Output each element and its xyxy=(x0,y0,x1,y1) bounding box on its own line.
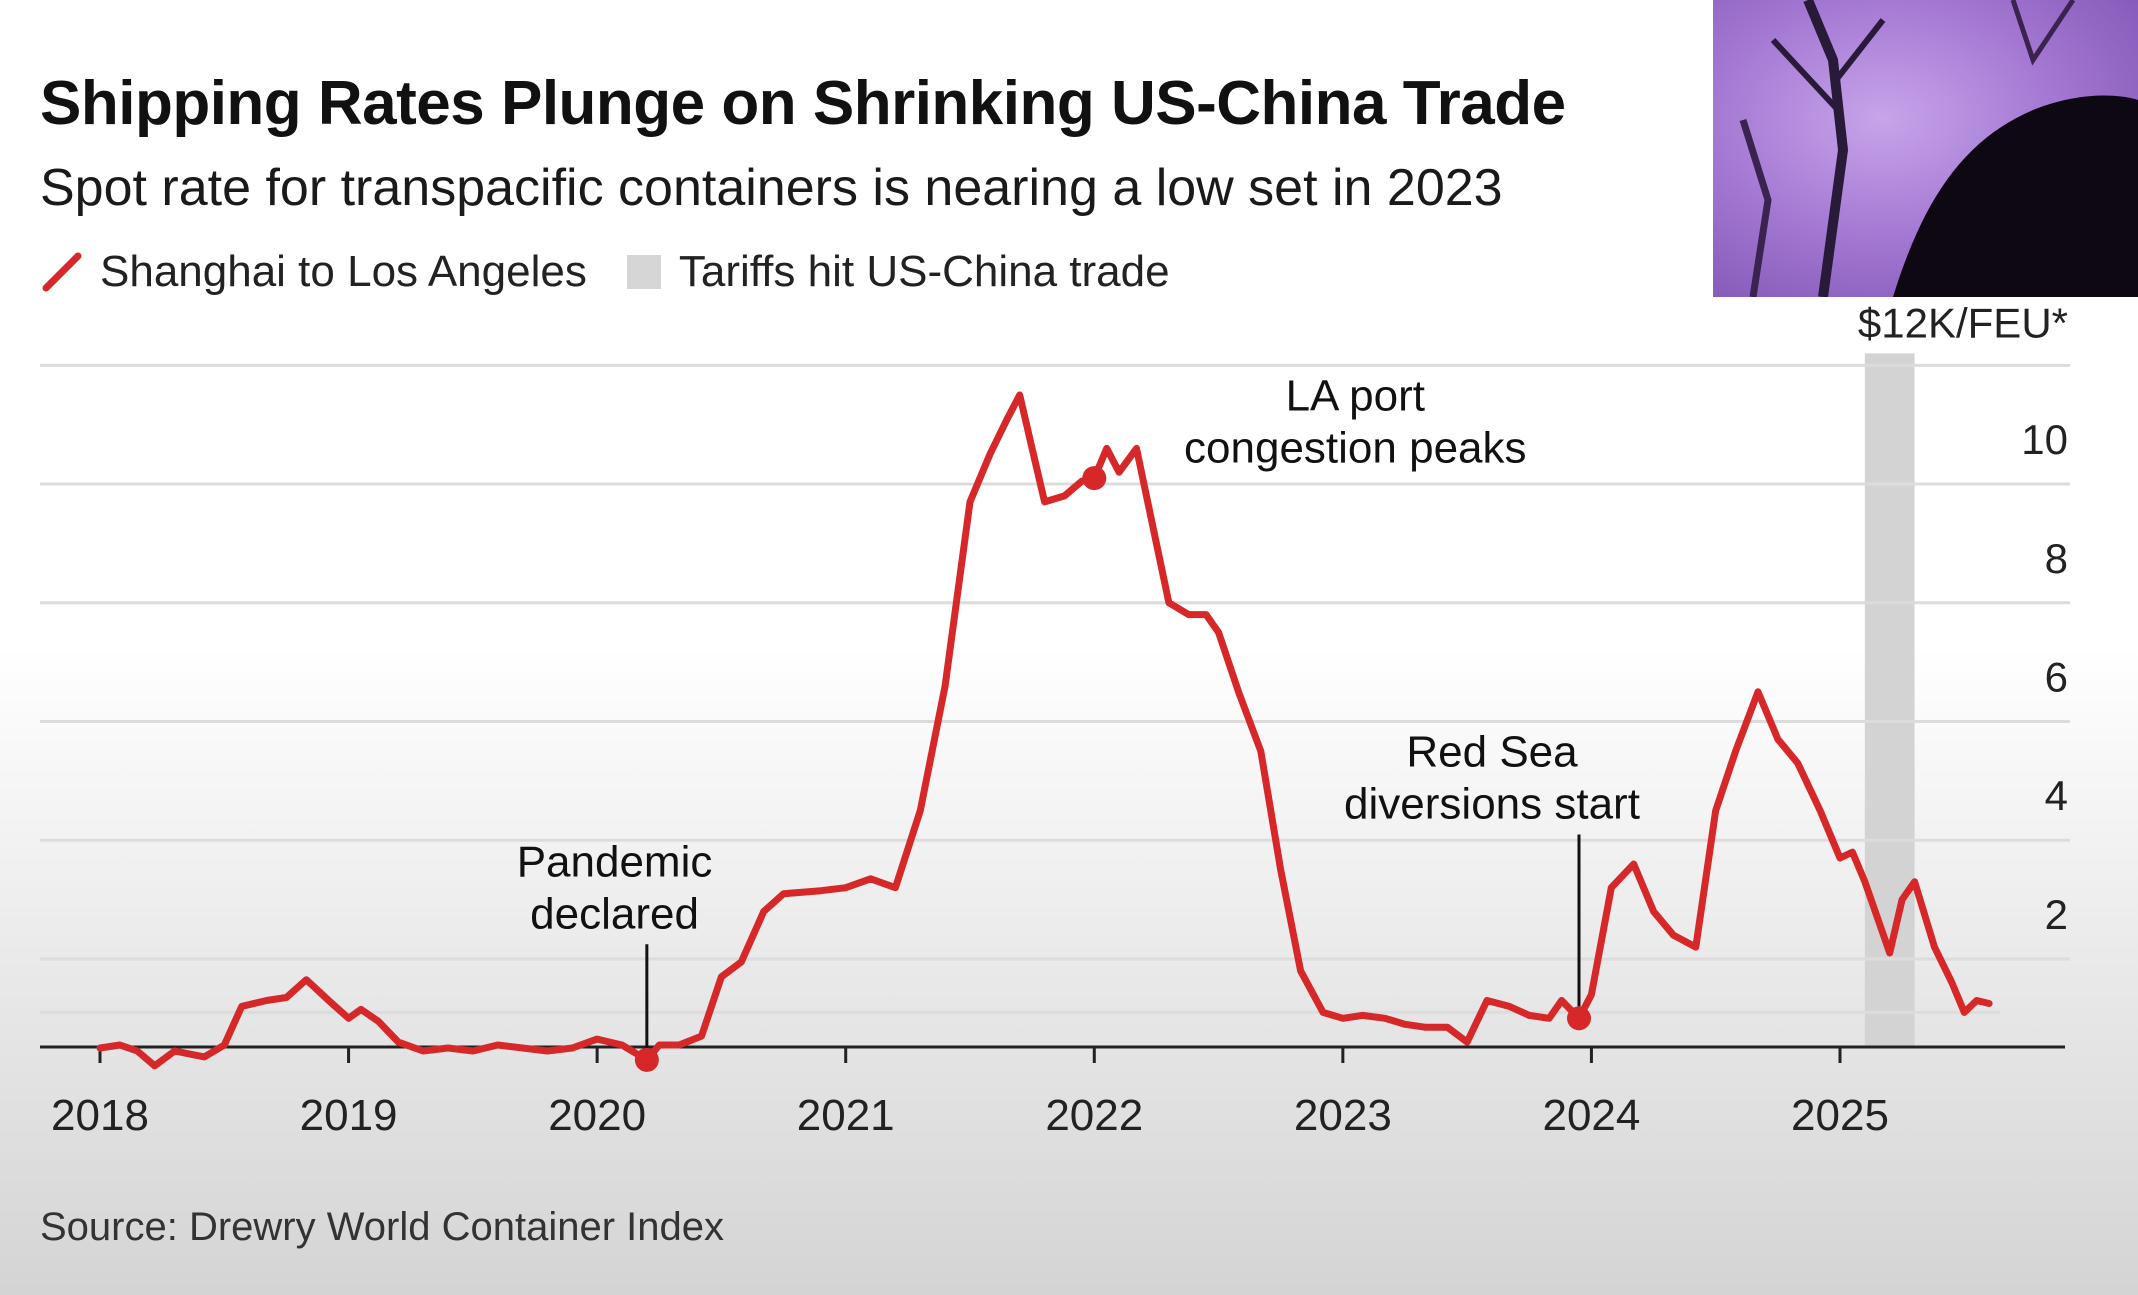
webcam-overlay xyxy=(1713,0,2138,297)
webcam-silhouette-icon xyxy=(1739,0,2138,297)
annotation-label: Pandemic declared xyxy=(517,837,713,938)
tariff-band xyxy=(1864,353,1915,1048)
legend-line-icon xyxy=(42,252,82,292)
annotation-label: Red Sea diversions start xyxy=(1344,727,1640,828)
legend-series-label: Shanghai to Los Angeles xyxy=(100,247,587,296)
y-tick-label: 8 xyxy=(2045,535,2068,582)
annotation-dot xyxy=(634,1047,659,1072)
annotation-line: Red Sea xyxy=(1406,727,1578,776)
x-tick-label: 2018 xyxy=(51,1091,149,1140)
chart-subtitle: Spot rate for transpacific containers is… xyxy=(40,159,1503,217)
y-tick-label: $12K/FEU* xyxy=(1858,299,2068,346)
chart-title: Shipping Rates Plunge on Shrinking US-Ch… xyxy=(40,69,1566,138)
legend-item-band: Tariffs hit US-China trade xyxy=(626,247,1170,297)
annotation-line: declared xyxy=(530,889,699,938)
x-tick-label: 2020 xyxy=(548,1091,646,1140)
x-tick-label: 2022 xyxy=(1045,1091,1143,1140)
series-line-shanghai-la xyxy=(96,391,1993,1070)
annotation-line: Pandemic xyxy=(517,837,713,886)
y-tick-label: 4 xyxy=(2045,772,2068,819)
annotation-dot xyxy=(1567,1006,1591,1031)
x-tick-label: 2019 xyxy=(300,1091,398,1140)
y-tick-label: 6 xyxy=(2045,654,2068,701)
source-note: Source: Drewry World Container Index xyxy=(40,1205,724,1249)
x-tick-label: 2025 xyxy=(1791,1091,1889,1140)
y-tick-label: 10 xyxy=(2021,416,2068,463)
annotation-line: diversions start xyxy=(1344,779,1640,828)
y-tick-label: 2 xyxy=(2045,891,2068,938)
annotation-line: congestion peaks xyxy=(1184,423,1526,472)
x-tick-label: 2024 xyxy=(1542,1091,1640,1140)
annotation-label: LA port congestion peaks xyxy=(1184,371,1526,472)
legend-band-label: Tariffs hit US-China trade xyxy=(678,247,1170,296)
x-tick-label: 2023 xyxy=(1294,1091,1392,1140)
x-tick-label: 2021 xyxy=(797,1091,895,1140)
annotation-dot xyxy=(1082,466,1107,491)
legend: Shanghai to Los Angeles Tariffs hit US-C… xyxy=(40,244,1210,300)
legend-item-series: Shanghai to Los Angeles xyxy=(40,247,587,297)
annotation-line: LA port xyxy=(1286,371,1425,420)
legend-band-swatch xyxy=(626,255,661,289)
